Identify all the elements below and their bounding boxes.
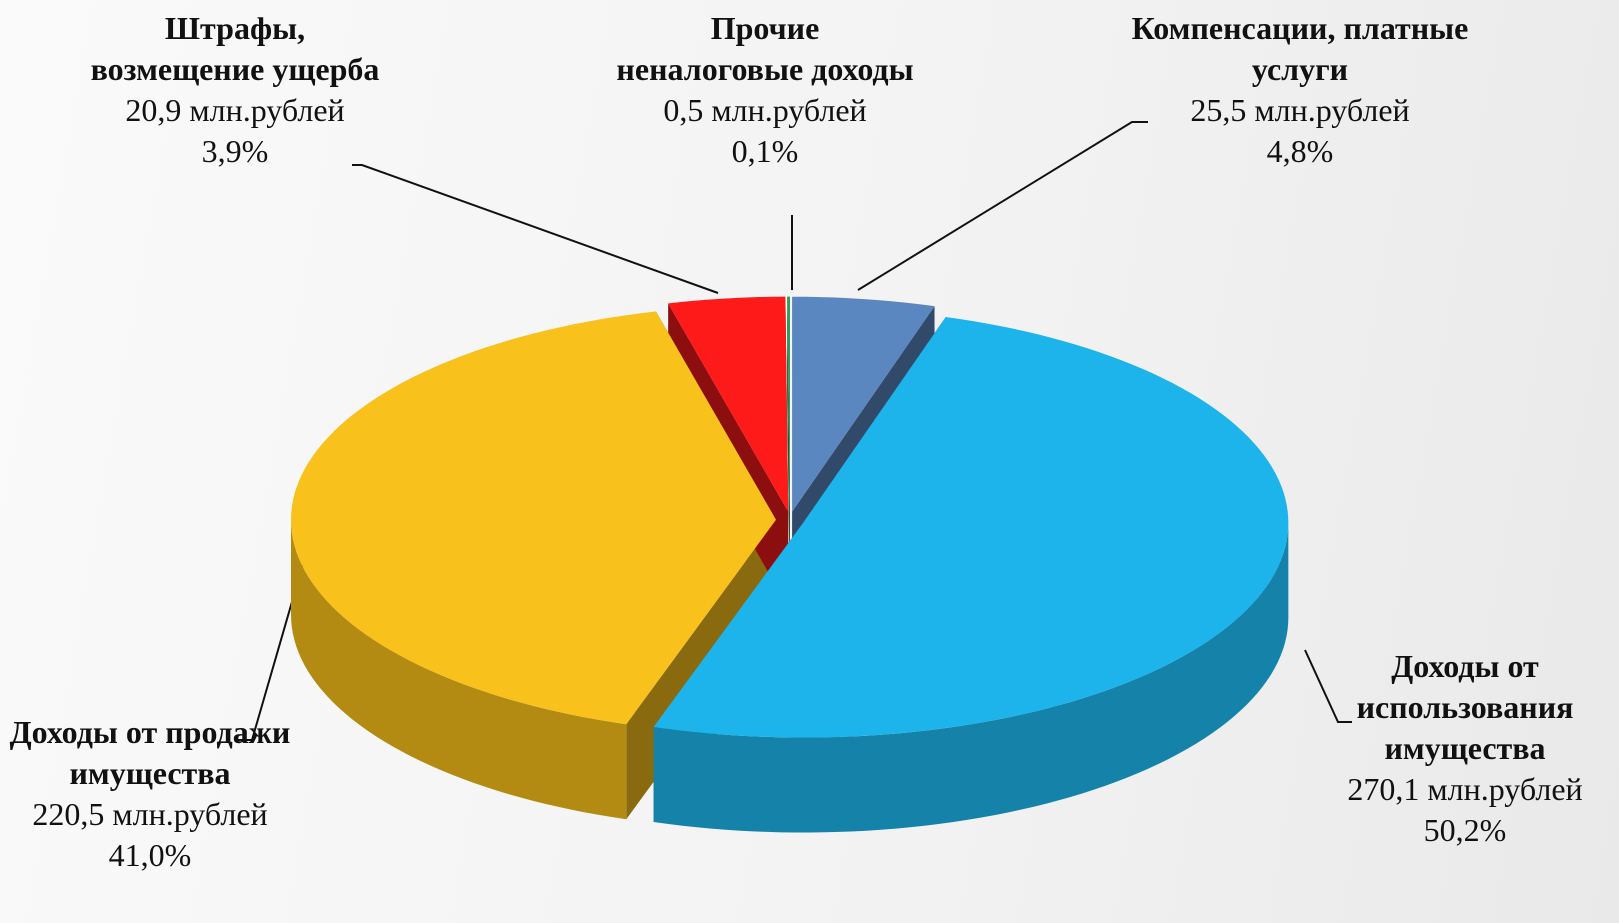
- label-group: Доходы от использования имущества 270,1 м…: [1300, 646, 1619, 851]
- slice: [668, 296, 789, 512]
- label-group: Компенсации, платные услуги 25,5 млн.рубл…: [1120, 8, 1480, 172]
- label-group: Доходы от продажи имущества 220,5 млн.руб…: [0, 712, 300, 876]
- label-group: Прочие неналоговые доходы 0,5 млн.рублей 0…: [615, 8, 915, 172]
- leader-lines: [238, 121, 1352, 741]
- category-label: Компенсации, платные услуги: [1131, 10, 1469, 87]
- leader-line: [352, 164, 719, 294]
- value-label: 270,1 млн.рублей: [1347, 771, 1583, 807]
- category-label: Прочие неналоговые доходы: [616, 10, 914, 87]
- slice: [787, 296, 790, 512]
- pie: [291, 296, 1289, 833]
- percent-label: 4,8%: [1266, 133, 1334, 169]
- category-label: Штрафы, возмещение ущерба: [90, 10, 380, 87]
- label-group: Штрафы, возмещение ущерба 20,9 млн.рублей…: [90, 8, 380, 172]
- value-label: 220,5 млн.рублей: [32, 796, 268, 832]
- percent-label: 50,2%: [1423, 812, 1507, 848]
- percent-label: 3,9%: [201, 133, 269, 169]
- slice: [291, 311, 777, 725]
- value-label: 0,5 млн.рублей: [663, 92, 867, 128]
- percent-label: 41,0%: [108, 837, 192, 873]
- percent-label: 0,1%: [731, 133, 799, 169]
- slice: [653, 317, 1289, 738]
- category-label: Доходы от использования имущества: [1356, 648, 1574, 766]
- slice-side: [653, 522, 1289, 833]
- value-label: 25,5 млн.рублей: [1190, 92, 1410, 128]
- value-label: 20,9 млн.рублей: [125, 92, 345, 128]
- slice-side: [291, 519, 627, 820]
- leader-line: [857, 121, 1148, 291]
- category-label: Доходы от продажи имущества: [9, 714, 291, 791]
- slice-wall: [787, 296, 790, 607]
- slice: [792, 296, 935, 512]
- leader-line: [1304, 649, 1352, 723]
